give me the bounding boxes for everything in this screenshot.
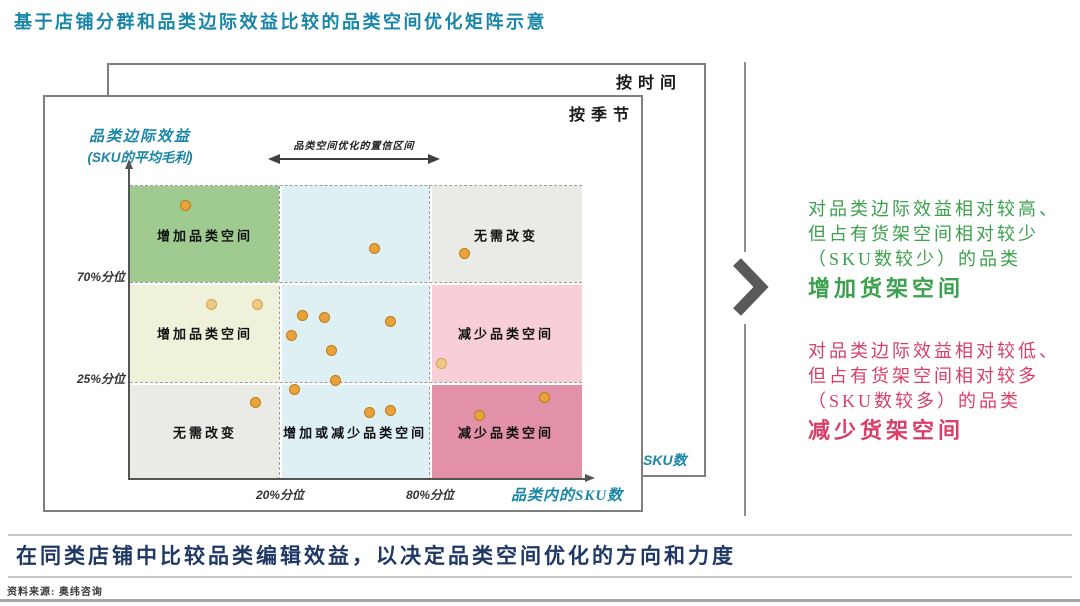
matrix-cell: 减少品类空间 bbox=[430, 283, 582, 384]
category-data-point bbox=[385, 316, 397, 328]
vertical-divider-top bbox=[744, 62, 746, 252]
category-data-point bbox=[179, 200, 191, 212]
category-data-point bbox=[363, 406, 375, 418]
confidence-annotation: 品类空间优化的置信区间 bbox=[268, 137, 440, 170]
matrix-cell: 增加或减少品类空间 bbox=[280, 383, 431, 480]
category-data-point bbox=[296, 310, 308, 322]
matrix-cell-label: 增加品类空间 bbox=[157, 228, 254, 244]
note-line: （SKU数较少）的品类 bbox=[808, 249, 1022, 269]
note-emphasis: 增加货架空间 bbox=[808, 276, 965, 301]
category-data-point bbox=[329, 374, 341, 386]
y-axis-arrow-icon bbox=[125, 159, 133, 169]
category-data-point bbox=[368, 243, 380, 255]
x-axis-line bbox=[129, 478, 587, 480]
note-emphasis: 减少货架空间 bbox=[808, 418, 965, 443]
matrix-cell bbox=[280, 283, 431, 384]
y-axis-title-line2: (SKU的平均毛利) bbox=[87, 150, 193, 165]
dashed-row-separator bbox=[130, 381, 582, 385]
matrix-cell: 无需改变 bbox=[430, 186, 582, 284]
category-data-point bbox=[288, 383, 300, 395]
footer-top-rule bbox=[8, 534, 1072, 536]
y-axis-title: 品类边际效益 (SKU的平均毛利) bbox=[51, 125, 229, 166]
season-layer-label: 按季节 bbox=[568, 107, 635, 124]
matrix-cell-label: 减少品类空间 bbox=[458, 425, 555, 441]
category-data-point bbox=[286, 329, 298, 341]
x-tick-20pct: 20%分位 bbox=[255, 488, 305, 502]
note-line: （SKU数较多）的品类 bbox=[808, 391, 1022, 411]
note-line: 对品类边际效益相对较低、 bbox=[808, 341, 1060, 361]
matrix-cell bbox=[280, 186, 431, 284]
y-tick-70pct: 70%分位 bbox=[76, 270, 125, 284]
increase-shelf-space-note: 对品类边际效益相对较高、 但占有货架空间相对较少 （SKU数较少）的品类 增加货… bbox=[808, 197, 1076, 301]
matrix-cell-label: 减少品类空间 bbox=[458, 326, 555, 342]
category-data-point bbox=[459, 248, 471, 260]
dashed-column-separator bbox=[428, 186, 432, 480]
back-card-axis-peek-label: SKU数 bbox=[643, 452, 687, 468]
matrix-cell-label: 增加或减少品类空间 bbox=[283, 425, 428, 441]
note-line: 但占有货架空间相对较多 bbox=[808, 366, 1039, 386]
category-data-point bbox=[325, 344, 337, 356]
page-title: 基于店铺分群和品类边际效益比较的品类空间优化矩阵示意 bbox=[14, 12, 547, 32]
category-data-point bbox=[539, 391, 551, 403]
decrease-shelf-space-note: 对品类边际效益相对较低、 但占有货架空间相对较多 （SKU数较多）的品类 减少货… bbox=[808, 339, 1076, 443]
matrix-cell-label: 无需改变 bbox=[474, 228, 539, 244]
matrix-cell-label: 无需改变 bbox=[173, 425, 238, 441]
y-axis-title-line1: 品类边际效益 bbox=[88, 129, 191, 145]
double-arrow-icon bbox=[268, 154, 440, 164]
matrix-cell: 增加品类空间 bbox=[130, 186, 281, 284]
category-data-point bbox=[249, 396, 261, 408]
matrix-plot: 增加品类空间 无需改变 增加品类空间 减少品类空间 无需改变 增加或减少品类空间 减少品类空… bbox=[130, 185, 582, 480]
x-axis-arrow-icon bbox=[585, 474, 595, 482]
source-note: 资料来源: 奥纬咨询 bbox=[7, 587, 103, 598]
matrix-cell-label: 增加品类空间 bbox=[157, 326, 254, 342]
footer-middle-rule bbox=[8, 576, 1072, 578]
category-data-point bbox=[436, 357, 448, 369]
note-line: 但占有货架空间相对较少 bbox=[808, 224, 1039, 244]
category-data-point bbox=[252, 298, 264, 310]
category-data-point bbox=[385, 404, 397, 416]
vertical-divider-bottom bbox=[744, 324, 746, 516]
category-data-point bbox=[206, 298, 218, 310]
matrix-cell: 减少品类空间 bbox=[430, 383, 582, 480]
season-layer-card: 按季节 品类边际效益 (SKU的平均毛利) 品类空间优化的置信区间 增加品类空间… bbox=[43, 95, 643, 512]
category-data-point bbox=[319, 311, 331, 323]
key-takeaway-statement: 在同类店铺中比较品类编辑效益，以决定品类空间优化的方向和力度 bbox=[16, 544, 736, 568]
page-bottom-rule bbox=[0, 599, 1080, 602]
x-axis-title: 品类内的SKU数 bbox=[511, 488, 624, 504]
time-layer-label: 按时间 bbox=[615, 75, 682, 92]
confidence-annotation-label: 品类空间优化的置信区间 bbox=[293, 141, 415, 152]
note-line: 对品类边际效益相对较高、 bbox=[808, 199, 1060, 219]
y-tick-25pct: 25%分位 bbox=[76, 372, 125, 386]
y-axis-line bbox=[128, 169, 130, 480]
dashed-column-separator bbox=[278, 186, 282, 480]
dashed-row-separator bbox=[130, 282, 582, 286]
chevron-right-icon bbox=[733, 258, 769, 316]
category-data-point bbox=[474, 409, 486, 421]
x-tick-80pct: 80%分位 bbox=[405, 488, 455, 502]
